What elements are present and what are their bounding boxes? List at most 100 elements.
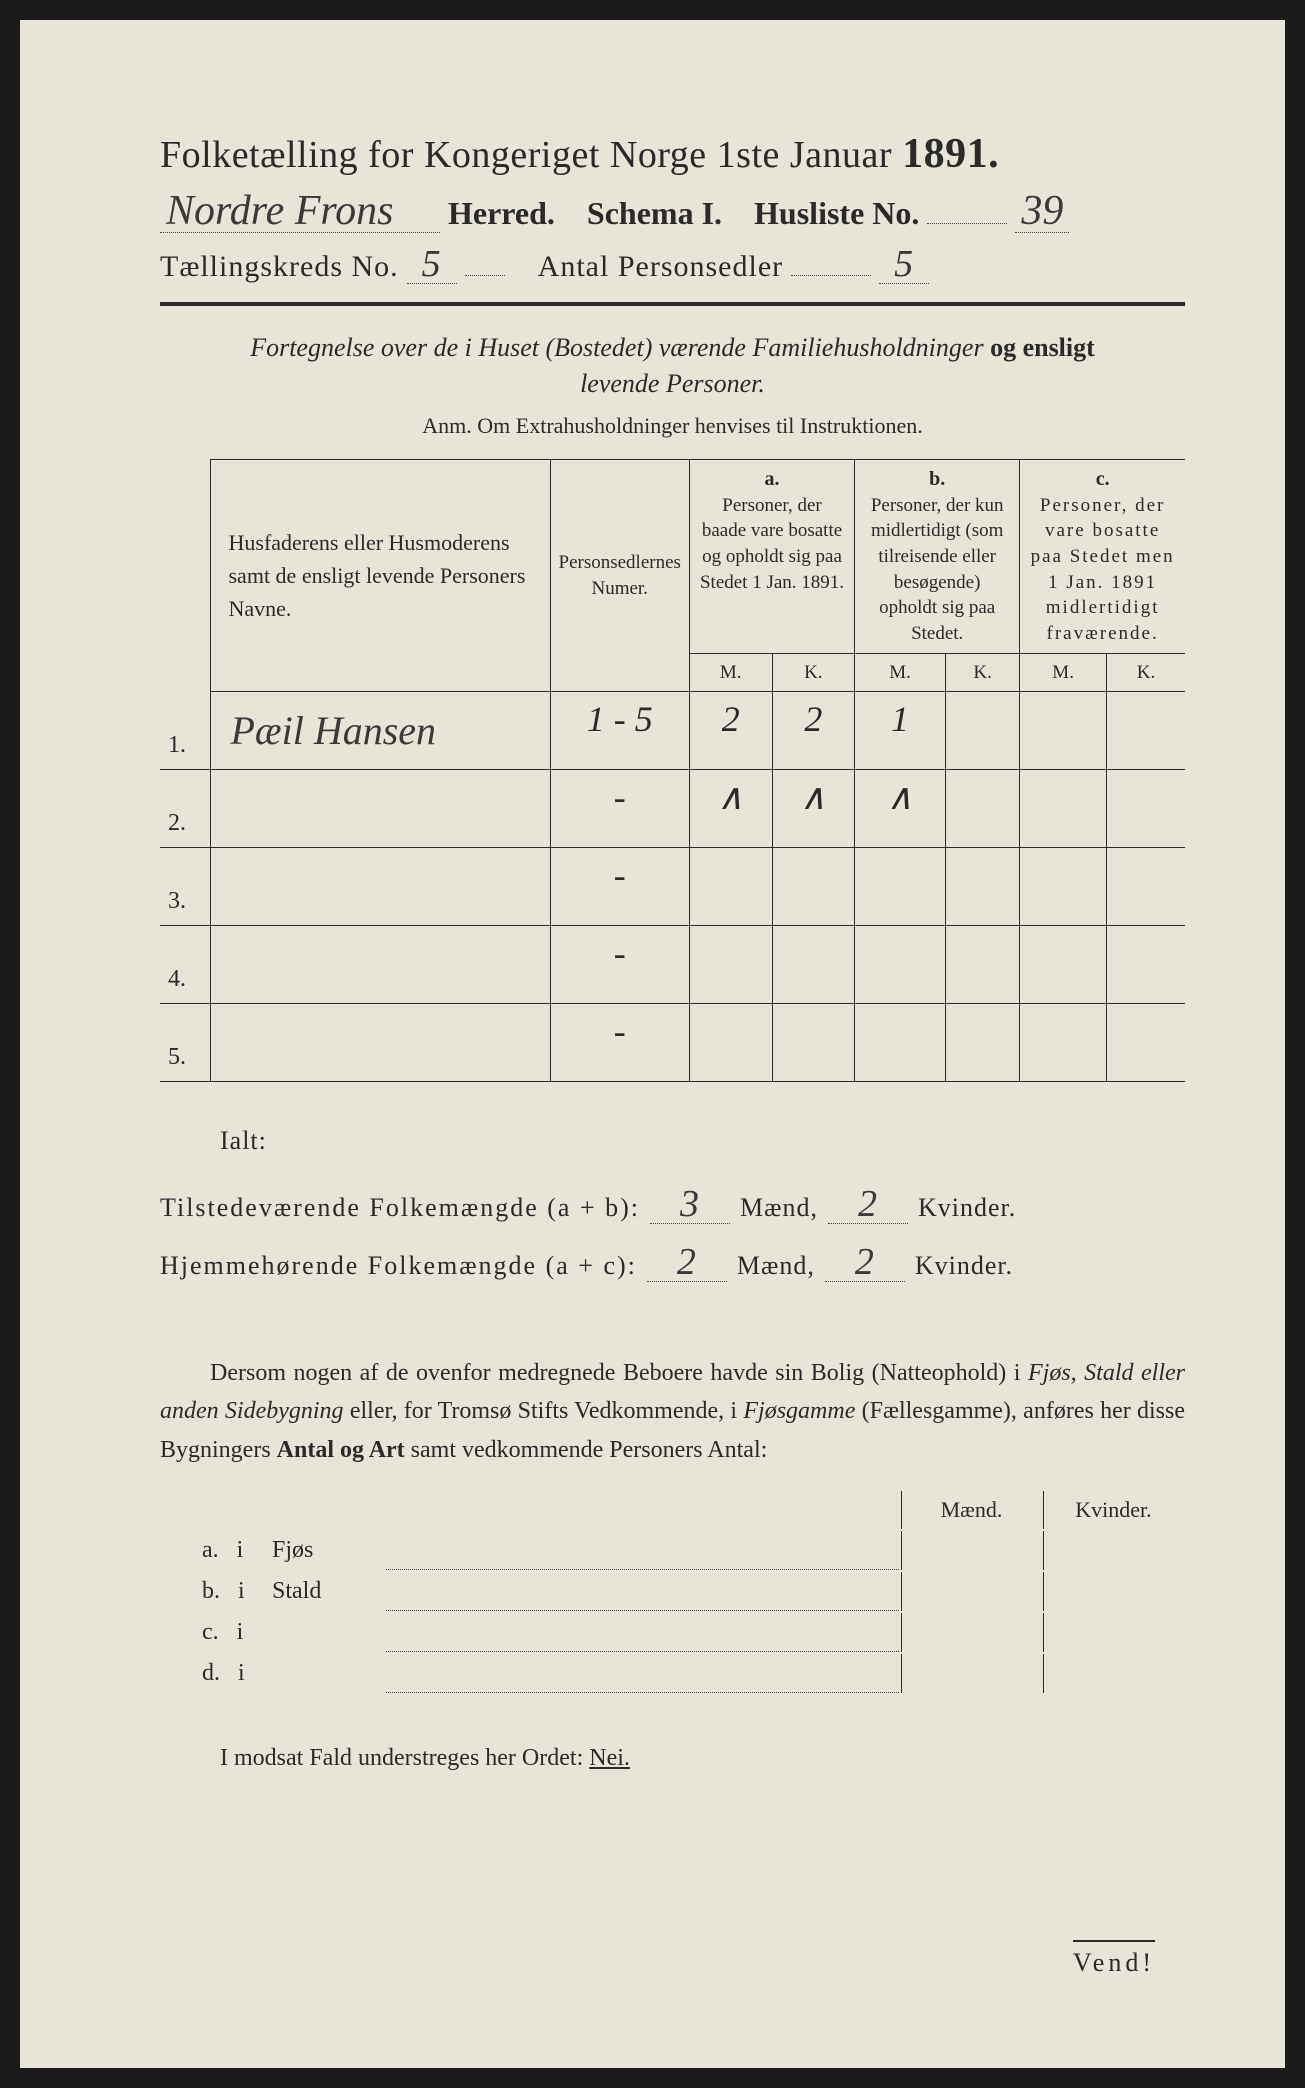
kreds-label: Tællingskreds No.	[160, 250, 399, 284]
bt-head-m: Mænd.	[901, 1491, 1041, 1529]
bt-dots	[386, 1572, 899, 1611]
bt-dots	[386, 1531, 899, 1570]
head-person: Personsedlernes Numer.	[550, 459, 689, 691]
row-a-k	[772, 926, 855, 1004]
header-block: Folketælling for Kongeriget Norge 1ste J…	[160, 130, 1185, 284]
row-a-m	[689, 926, 772, 1004]
row-c-m	[1020, 848, 1107, 926]
antal-dots	[791, 275, 871, 276]
row-b-m	[855, 926, 946, 1004]
row-c-k	[1106, 848, 1185, 926]
nei-word: Nei.	[589, 1745, 630, 1771]
schema-label: Schema I.	[587, 195, 722, 232]
title-text: Folketælling for Kongeriget Norge 1ste J…	[160, 134, 892, 176]
bt-k	[1043, 1531, 1183, 1570]
table-body: 1.Pæil Hansen1 - 52212.-∧∧∧3.-4.-5.-	[160, 692, 1185, 1082]
table-row: 2.-∧∧∧	[160, 770, 1185, 848]
row-person: -	[550, 1004, 689, 1082]
row-person: -	[550, 770, 689, 848]
row-a-k	[772, 1004, 855, 1082]
bt-name	[264, 1613, 384, 1652]
bt-letter: c. i	[162, 1613, 262, 1652]
totals-row-1: Tilstedeværende Folkemængde (a + b): 3 M…	[160, 1179, 1185, 1236]
totals-row-2: Hjemmehørende Folkemængde (a + c): 2 Mæn…	[160, 1237, 1185, 1294]
row-num: 4.	[160, 926, 210, 1004]
row-c-m	[1020, 926, 1107, 1004]
row1-m: 3	[650, 1185, 730, 1224]
row-num: 5.	[160, 1004, 210, 1082]
bt-m	[901, 1531, 1041, 1570]
col-b-head: b. Personer, der kun midlertidigt (som t…	[855, 459, 1020, 653]
bt-row: d. i	[162, 1654, 1183, 1693]
subtitle: Fortegnelse over de i Huset (Bostedet) v…	[160, 330, 1185, 403]
divider-rule	[160, 302, 1185, 306]
maend-1: Mænd,	[740, 1179, 818, 1236]
kvinder-2: Kvinder.	[915, 1237, 1013, 1294]
row-name: Pæil Hansen	[210, 692, 550, 770]
row-c-k	[1106, 770, 1185, 848]
bt-body: a. iFjøsb. iStaldc. id. i	[162, 1531, 1183, 1693]
bt-letter: a. i	[162, 1531, 262, 1570]
row-b-m: 1	[855, 692, 946, 770]
row-c-k	[1106, 692, 1185, 770]
bt-name	[264, 1654, 384, 1693]
subtitle-1b: og ensligt	[990, 333, 1095, 362]
row-c-k	[1106, 926, 1185, 1004]
bt-head-row: Mænd. Kvinder.	[162, 1491, 1183, 1529]
col-a-text: Personer, der baade vare bosatte og opho…	[700, 495, 844, 593]
main-table: Husfaderens eller Husmoderens samt de en…	[160, 459, 1185, 1082]
bt-row: b. iStald	[162, 1572, 1183, 1611]
bt-m	[901, 1613, 1041, 1652]
row-c-m	[1020, 692, 1107, 770]
anm-note: Anm. Om Extrahusholdninger henvises til …	[160, 413, 1185, 439]
row-b-m	[855, 848, 946, 926]
table-row: 4.-	[160, 926, 1185, 1004]
b-k: K.	[945, 653, 1019, 692]
bt-letter: d. i	[162, 1654, 262, 1693]
husliste-value: 39	[1015, 190, 1069, 233]
a-m: M.	[689, 653, 772, 692]
row-a-k: 2	[772, 692, 855, 770]
row-b-k	[945, 692, 1019, 770]
col-a-letter: a.	[765, 468, 780, 490]
table-row: 1.Pæil Hansen1 - 5221	[160, 692, 1185, 770]
row-a-m: ∧	[689, 770, 772, 848]
row-b-k	[945, 848, 1019, 926]
bt-k	[1043, 1572, 1183, 1611]
bt-dots	[386, 1613, 899, 1652]
row-person: 1 - 5	[550, 692, 689, 770]
row-b-m: ∧	[855, 770, 946, 848]
kreds-value: 5	[407, 245, 457, 284]
bt-k	[1043, 1613, 1183, 1652]
c-k: K.	[1106, 653, 1185, 692]
subtitle-1a: Fortegnelse over de i Huset (Bostedet) v…	[250, 333, 983, 362]
row-b-k	[945, 1004, 1019, 1082]
bt-row: a. iFjøs	[162, 1531, 1183, 1570]
bt-dots	[386, 1654, 899, 1693]
bt-head-k: Kvinder.	[1043, 1491, 1183, 1529]
row-a-m: 2	[689, 692, 772, 770]
b-m: M.	[855, 653, 946, 692]
header-line-3: Tællingskreds No. 5 Antal Personsedler 5	[160, 245, 1185, 284]
bt-name: Fjøs	[264, 1531, 384, 1570]
row-b-m	[855, 1004, 946, 1082]
vend-label: Vend!	[1073, 1940, 1155, 1978]
bt-m	[901, 1572, 1041, 1611]
row-b-k	[945, 926, 1019, 1004]
row-a-m	[689, 1004, 772, 1082]
c-m: M.	[1020, 653, 1107, 692]
bt-name: Stald	[264, 1572, 384, 1611]
building-paragraph: Dersom nogen af de ovenfor medregnede Be…	[160, 1354, 1185, 1469]
row-name	[210, 770, 550, 848]
col-c-letter: c.	[1096, 468, 1110, 490]
col-a-head: a. Personer, der baade vare bosatte og o…	[689, 459, 854, 653]
kvinder-1: Kvinder.	[918, 1179, 1016, 1236]
row-name	[210, 1004, 550, 1082]
header-line-2: Nordre Frons Herred. Schema I. Husliste …	[160, 190, 1185, 233]
corner-blank	[160, 459, 210, 691]
row-num: 2.	[160, 770, 210, 848]
col-c-text: Personer, der vare bosatte paa Stedet me…	[1031, 495, 1175, 644]
husliste-dots	[927, 223, 1007, 224]
bt-m	[901, 1654, 1041, 1693]
bt-letter: b. i	[162, 1572, 262, 1611]
